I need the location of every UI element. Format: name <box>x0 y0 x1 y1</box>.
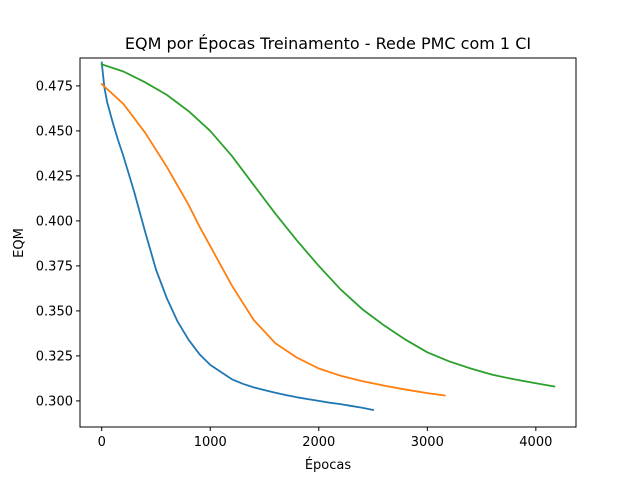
y-tick-label: 0.300 <box>36 394 73 409</box>
series-line-2 <box>100 82 446 397</box>
y-axis-label: EQM <box>12 228 27 258</box>
y-axis: 0.300 0.325 0.350 0.375 0.400 0.425 0.450 0.475 <box>36 79 80 409</box>
y-tick-label: 0.425 <box>36 169 73 184</box>
series-line-1 <box>100 61 375 411</box>
x-tick-label: 1000 <box>194 435 227 450</box>
x-axis: 0 1000 2000 3000 4000 <box>98 427 552 450</box>
y-tick-label: 0.350 <box>36 304 73 319</box>
x-tick-label: 0 <box>98 435 106 450</box>
y-tick-label: 0.400 <box>36 214 73 229</box>
plot-area <box>80 58 576 427</box>
y-tick-label: 0.475 <box>36 79 73 94</box>
y-tick-label: 0.450 <box>36 124 73 139</box>
series-line-3 <box>100 63 556 388</box>
series-layer <box>100 61 556 411</box>
x-tick-label: 2000 <box>302 435 335 450</box>
axes-frame <box>79 57 577 428</box>
chart-title: EQM por Épocas Treinamento - Rede PMC co… <box>125 34 531 53</box>
y-tick-label: 0.325 <box>36 349 73 364</box>
y-tick-label: 0.375 <box>36 259 73 274</box>
x-axis-label: Épocas <box>305 457 352 473</box>
x-tick-label: 4000 <box>519 435 552 450</box>
x-tick-label: 3000 <box>411 435 444 450</box>
